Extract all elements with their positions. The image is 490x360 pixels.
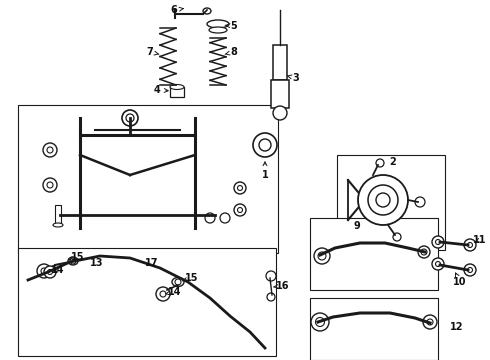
Text: 17: 17 — [145, 258, 158, 268]
Circle shape — [37, 264, 51, 278]
Circle shape — [234, 182, 246, 194]
Circle shape — [44, 266, 56, 278]
Text: 9: 9 — [354, 221, 360, 231]
Text: 4: 4 — [154, 85, 168, 95]
Circle shape — [423, 315, 437, 329]
Text: 13: 13 — [90, 258, 103, 268]
Text: 11: 11 — [473, 235, 487, 245]
Circle shape — [220, 213, 230, 223]
Circle shape — [43, 178, 57, 192]
Circle shape — [234, 204, 246, 216]
Circle shape — [48, 270, 52, 274]
Circle shape — [311, 313, 329, 331]
Circle shape — [238, 185, 243, 190]
Circle shape — [427, 319, 433, 325]
Circle shape — [316, 318, 324, 327]
Bar — [170, 87, 184, 97]
Circle shape — [432, 258, 444, 270]
Circle shape — [238, 207, 243, 212]
Text: 7: 7 — [147, 47, 159, 57]
Circle shape — [205, 213, 215, 223]
Circle shape — [122, 110, 138, 126]
Circle shape — [464, 264, 476, 276]
Circle shape — [436, 239, 441, 244]
Text: 8: 8 — [225, 47, 238, 57]
Circle shape — [43, 143, 57, 157]
Circle shape — [273, 106, 287, 120]
Text: 12: 12 — [450, 322, 464, 332]
Text: 5: 5 — [225, 21, 237, 31]
Ellipse shape — [170, 85, 184, 90]
Ellipse shape — [207, 20, 229, 28]
Circle shape — [415, 197, 425, 207]
Bar — [55, 205, 61, 223]
Ellipse shape — [209, 27, 227, 33]
Ellipse shape — [172, 278, 184, 287]
Bar — [18, 248, 276, 356]
Circle shape — [267, 293, 275, 301]
Circle shape — [421, 249, 427, 255]
Circle shape — [436, 261, 441, 266]
Circle shape — [47, 147, 53, 153]
Text: 16: 16 — [273, 281, 290, 291]
Circle shape — [41, 268, 47, 274]
Bar — [273, 45, 287, 80]
Circle shape — [318, 252, 326, 260]
Text: 3: 3 — [287, 73, 299, 83]
Circle shape — [464, 239, 476, 251]
Circle shape — [376, 193, 390, 207]
Circle shape — [358, 175, 408, 225]
Circle shape — [393, 233, 401, 241]
Text: 10: 10 — [453, 273, 467, 287]
Bar — [271, 80, 289, 108]
Ellipse shape — [68, 257, 78, 265]
Circle shape — [70, 258, 76, 264]
Ellipse shape — [203, 8, 211, 14]
Text: 6: 6 — [171, 5, 183, 15]
Bar — [310, 298, 438, 360]
Text: 2: 2 — [390, 157, 396, 167]
Circle shape — [160, 291, 166, 297]
Circle shape — [259, 139, 271, 151]
Text: 14: 14 — [166, 287, 182, 297]
Text: 14: 14 — [51, 265, 65, 275]
Circle shape — [156, 287, 170, 301]
Circle shape — [126, 114, 134, 122]
Circle shape — [432, 236, 444, 248]
Bar — [18, 105, 278, 253]
Text: 15: 15 — [182, 273, 199, 283]
Bar — [337, 155, 445, 250]
Ellipse shape — [53, 223, 63, 227]
Bar — [310, 218, 438, 290]
Circle shape — [467, 267, 472, 273]
Circle shape — [47, 182, 53, 188]
Text: 15: 15 — [69, 252, 85, 262]
Circle shape — [175, 279, 181, 285]
Circle shape — [253, 133, 277, 157]
Circle shape — [467, 243, 472, 248]
Circle shape — [314, 248, 330, 264]
Circle shape — [266, 271, 276, 281]
Text: 1: 1 — [262, 162, 269, 180]
Circle shape — [418, 246, 430, 258]
Circle shape — [376, 159, 384, 167]
Circle shape — [368, 185, 398, 215]
